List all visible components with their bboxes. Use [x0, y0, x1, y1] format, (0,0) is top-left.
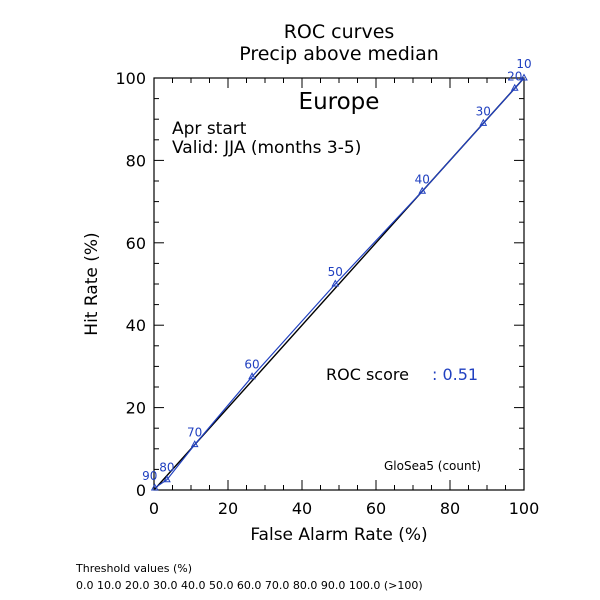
roc-point-marker: [479, 118, 488, 126]
y-tick-label: 0: [136, 481, 146, 500]
threshold-label: 80: [159, 461, 174, 475]
roc-point-marker: [190, 440, 199, 448]
roc-point-marker: [150, 483, 159, 491]
threshold-label: 20: [507, 69, 522, 83]
chart-title: ROC curves: [284, 21, 395, 43]
roc-score-label: ROC score: [326, 365, 409, 384]
threshold-label: 70: [187, 426, 202, 440]
roc-point-marker: [248, 372, 256, 380]
x-tick-label: 40: [292, 499, 312, 518]
threshold-label: 30: [476, 104, 491, 118]
y-tick-label: 80: [126, 151, 146, 170]
y-tick-label: 40: [126, 316, 146, 335]
roc-point-marker: [520, 73, 528, 81]
roc-point-marker: [510, 83, 519, 91]
x-tick-label: 80: [440, 499, 460, 518]
threshold-label: 40: [415, 172, 430, 186]
roc-point-marker: [331, 279, 340, 287]
roc-score-value: : 0.51: [432, 365, 478, 384]
x-tick-label: 0: [149, 499, 159, 518]
chart-subtitle: Precip above median: [239, 43, 439, 65]
y-tick-label: 100: [115, 69, 146, 88]
threshold-values: 0.0 10.0 20.0 30.0 40.0 50.0 60.0 70.0 8…: [76, 579, 423, 592]
x-tick-label: 20: [218, 499, 238, 518]
threshold-label: 90: [142, 469, 157, 483]
x-tick-label: 60: [366, 499, 386, 518]
valid-label: Valid: JJA (months 3-5): [172, 138, 361, 158]
x-tick-label: 100: [509, 499, 540, 518]
region-label: Europe: [299, 89, 380, 115]
y-tick-label: 20: [126, 399, 146, 418]
threshold-label: 10: [516, 57, 531, 71]
axis-tick-labels: 0 20 40 60 80 100 0 20 40 60 80 100: [115, 69, 539, 518]
roc-point-marker: [418, 186, 427, 194]
y-tick-label: 60: [126, 234, 146, 253]
y-axis-label: Hit Rate (%): [82, 232, 102, 335]
threshold-label: 50: [328, 265, 343, 279]
roc-point-marker: [163, 475, 171, 483]
x-axis-label: False Alarm Rate (%): [250, 525, 427, 545]
model-label: GloSea5 (count): [384, 459, 481, 473]
threshold-title: Threshold values (%): [76, 562, 193, 575]
threshold-label: 60: [244, 358, 259, 372]
start-label: Apr start: [172, 119, 247, 139]
roc-curve-line: [154, 77, 525, 489]
axis-ticks: [153, 77, 525, 491]
